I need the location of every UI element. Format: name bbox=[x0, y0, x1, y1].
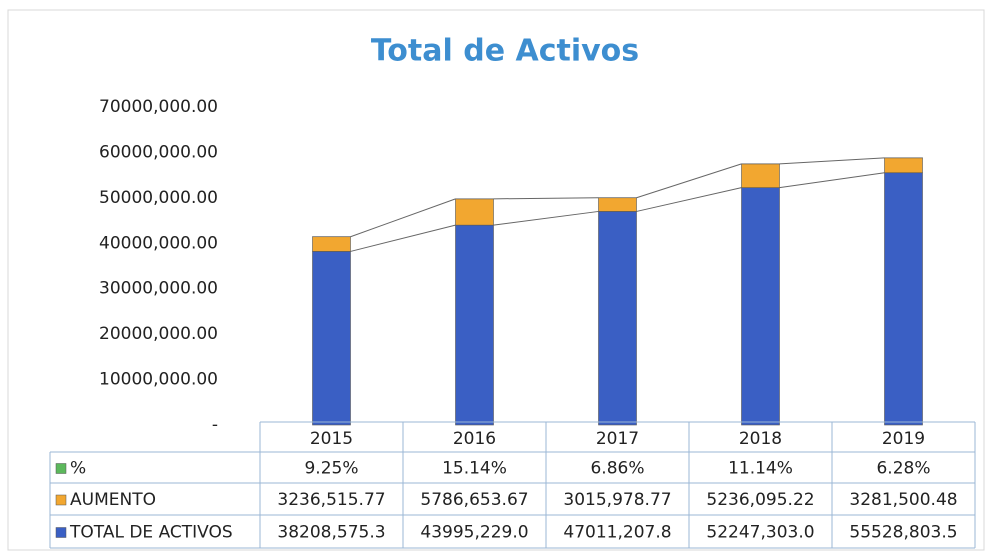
x-tick-label: 2015 bbox=[310, 429, 353, 449]
data-label: 47011,207.8 bbox=[563, 523, 671, 543]
x-tick-label: 2019 bbox=[882, 429, 925, 449]
y-tick-label: 20000,000.00 bbox=[99, 324, 218, 344]
legend-label: % bbox=[70, 459, 86, 479]
data-label: 3281,500.48 bbox=[849, 490, 957, 510]
x-tick-label: 2018 bbox=[739, 429, 782, 449]
y-tick-label: 60000,000.00 bbox=[99, 142, 218, 162]
series-line bbox=[350, 198, 456, 238]
data-label: 5236,095.22 bbox=[706, 490, 814, 510]
bar-segment bbox=[455, 224, 494, 426]
series-line bbox=[636, 187, 742, 212]
series-line bbox=[779, 157, 885, 165]
legend-label: TOTAL DE ACTIVOS bbox=[69, 523, 233, 543]
bar-segment bbox=[312, 236, 351, 252]
series-line bbox=[493, 197, 599, 200]
y-tick-label: 50000,000.00 bbox=[99, 188, 218, 208]
bar-segment bbox=[312, 251, 351, 426]
x-tick-label: 2017 bbox=[596, 429, 639, 449]
bar-segment bbox=[741, 163, 780, 188]
chart-frame bbox=[7, 9, 985, 551]
bar-segment bbox=[884, 157, 923, 174]
chart-title: Total de Activos bbox=[371, 34, 639, 69]
legend-swatch bbox=[55, 463, 67, 474]
data-label: 55528,803.5 bbox=[849, 523, 957, 543]
data-label: 9.25% bbox=[304, 459, 358, 479]
series-line bbox=[779, 172, 885, 189]
data-label: 5786,653.67 bbox=[420, 490, 528, 510]
y-tick-label: 40000,000.00 bbox=[99, 233, 218, 253]
data-label: 3236,515.77 bbox=[277, 490, 385, 510]
series-line bbox=[350, 224, 456, 252]
y-tick-label: - bbox=[212, 415, 218, 435]
data-label: 6.86% bbox=[590, 459, 644, 479]
y-tick-label: 30000,000.00 bbox=[99, 279, 218, 299]
legend-swatch bbox=[55, 494, 67, 506]
y-tick-label: 10000,000.00 bbox=[99, 370, 218, 390]
bar-segment bbox=[598, 211, 637, 426]
data-label: 52247,303.0 bbox=[706, 523, 814, 543]
legend-label: AUMENTO bbox=[70, 490, 156, 510]
x-tick-label: 2016 bbox=[453, 429, 496, 449]
bar-segment bbox=[741, 187, 780, 426]
series-line bbox=[636, 163, 742, 199]
series-line bbox=[493, 210, 599, 226]
data-label: 3015,978.77 bbox=[563, 490, 671, 510]
data-label: 38208,575.3 bbox=[277, 523, 385, 543]
bar-segment bbox=[884, 172, 923, 426]
data-label: 6.28% bbox=[876, 459, 930, 479]
bar-segment bbox=[598, 197, 637, 212]
data-label: 43995,229.0 bbox=[420, 523, 528, 543]
bar-segment bbox=[455, 198, 494, 226]
data-label: 15.14% bbox=[442, 459, 507, 479]
y-tick-label: 70000,000.00 bbox=[99, 97, 218, 117]
legend-swatch bbox=[55, 527, 67, 538]
data-label: 11.14% bbox=[728, 459, 793, 479]
